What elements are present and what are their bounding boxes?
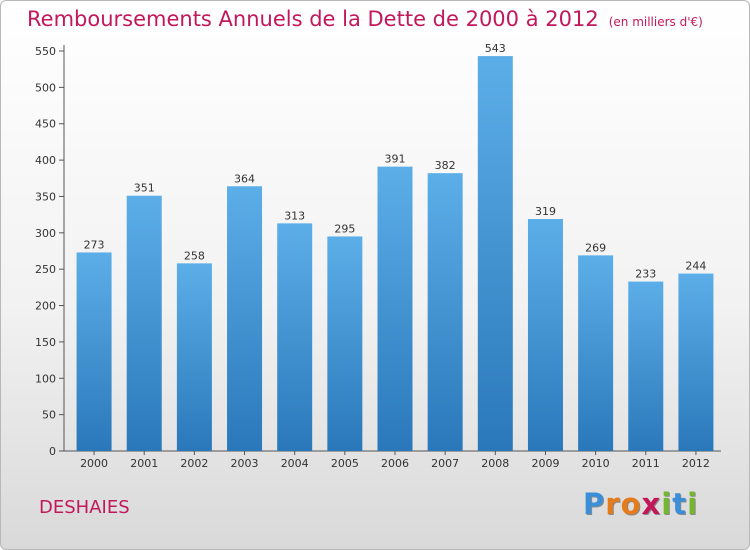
bar: [126, 195, 162, 451]
x-tick-label: 2008: [481, 457, 509, 470]
x-tick-label: 2002: [180, 457, 208, 470]
logo-letter: i: [687, 487, 699, 521]
bar-value-label: 295: [334, 222, 355, 235]
y-tick-label: 350: [35, 190, 56, 203]
bar: [578, 255, 614, 451]
x-tick-label: 2004: [281, 457, 309, 470]
y-tick-label: 150: [35, 336, 56, 349]
bar-value-label: 391: [385, 153, 406, 166]
logo-letter: r: [605, 487, 621, 521]
x-tick-label: 2000: [80, 457, 108, 470]
bar: [527, 219, 563, 451]
x-tick-label: 2011: [632, 457, 660, 470]
bar-value-label: 244: [685, 260, 706, 273]
y-tick-label: 0: [49, 445, 56, 458]
bar: [227, 186, 263, 452]
commune-name: DESHAIES: [39, 497, 130, 518]
x-tick-label: 2007: [431, 457, 459, 470]
logo-letter: o: [620, 487, 642, 521]
chart-title-text: Remboursements Annuels de la Dette de 20…: [27, 7, 599, 31]
bar-value-label: 364: [234, 172, 255, 185]
bar: [628, 281, 664, 451]
bar: [377, 166, 413, 452]
y-tick-label: 50: [42, 409, 56, 422]
bar: [327, 236, 363, 451]
chart-unit: (en milliers d'€): [608, 15, 703, 29]
y-tick-label: 550: [35, 45, 56, 58]
bar: [176, 263, 212, 451]
x-tick-label: 2009: [531, 457, 559, 470]
chart-title: Remboursements Annuels de la Dette de 20…: [27, 7, 703, 31]
logo-letter: t: [672, 487, 688, 521]
y-tick-label: 400: [35, 154, 56, 167]
bar: [76, 252, 112, 451]
bar: [477, 56, 513, 451]
y-tick-label: 450: [35, 118, 56, 131]
bar-value-label: 233: [635, 268, 656, 281]
y-tick-label: 250: [35, 263, 56, 276]
x-tick-label: 2001: [130, 457, 158, 470]
x-tick-label: 2010: [582, 457, 610, 470]
bar-value-label: 258: [184, 249, 205, 262]
x-tick-label: 2006: [381, 457, 409, 470]
bar-value-label: 351: [134, 182, 155, 195]
bar: [277, 223, 313, 451]
bar-value-label: 382: [435, 159, 456, 172]
x-tick-label: 2003: [231, 457, 259, 470]
bar: [427, 173, 463, 451]
logo-letter: P: [583, 487, 606, 521]
bar-value-label: 313: [284, 209, 305, 222]
bar-value-label: 543: [485, 42, 506, 55]
y-tick-label: 100: [35, 372, 56, 385]
proxiti-logo[interactable]: Proxiti: [583, 487, 698, 521]
bar: [678, 273, 714, 451]
y-tick-label: 300: [35, 227, 56, 240]
logo-letter: i: [661, 487, 673, 521]
y-tick-label: 500: [35, 81, 56, 94]
bar-value-label: 273: [84, 238, 105, 251]
y-tick-label: 200: [35, 300, 56, 313]
bar-value-label: 269: [585, 241, 606, 254]
x-tick-label: 2005: [331, 457, 359, 470]
x-tick-label: 2012: [682, 457, 710, 470]
bar-value-label: 319: [535, 205, 556, 218]
logo-letter: x: [641, 487, 662, 521]
